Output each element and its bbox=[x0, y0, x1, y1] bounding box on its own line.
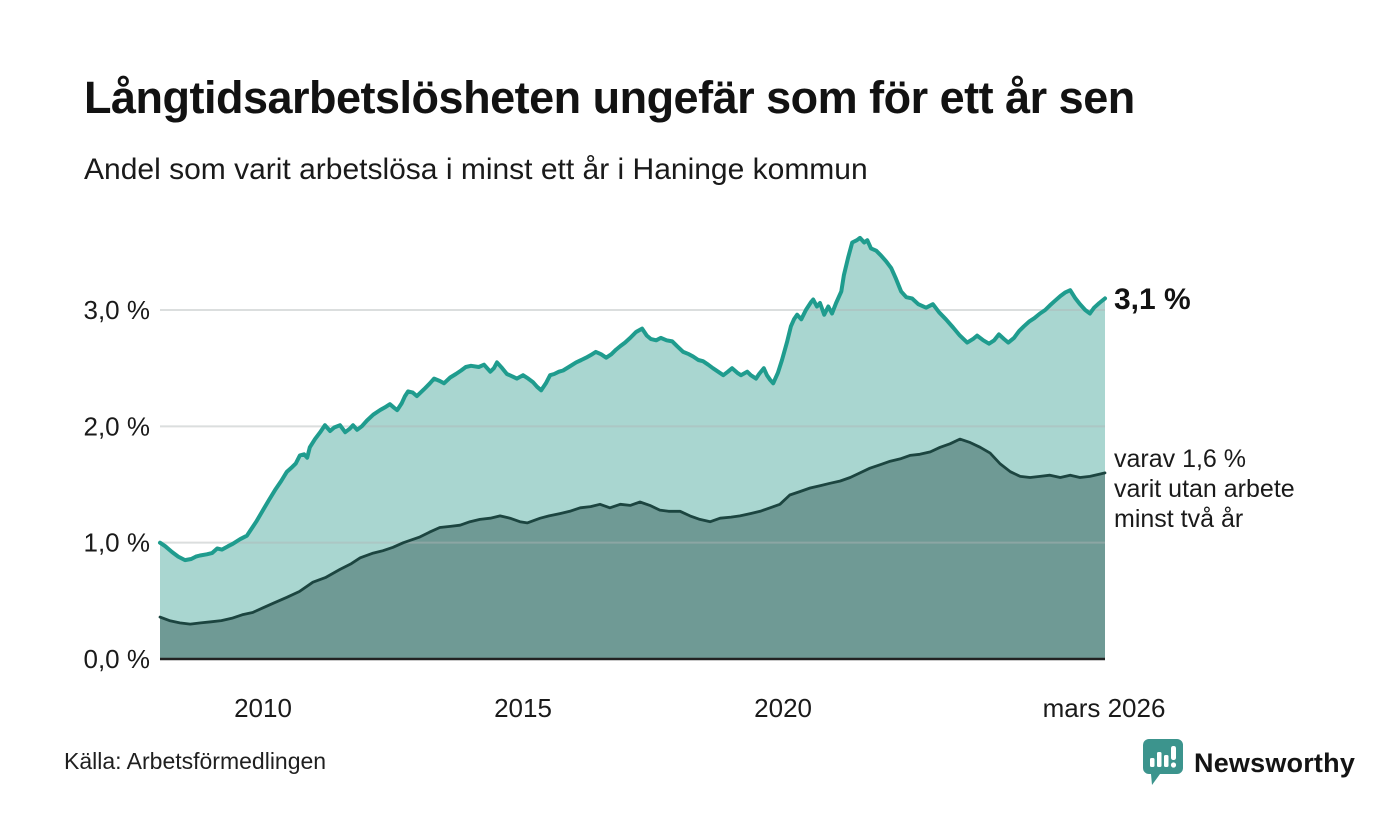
newsworthy-logo: Newsworthy bbox=[1142, 738, 1355, 788]
annotation-line-3: minst två år bbox=[1114, 505, 1244, 533]
x-tick-label: mars 2026 bbox=[1043, 693, 1166, 723]
page-subtitle: Andel som varit arbetslösa i minst ett å… bbox=[84, 153, 868, 186]
series-end-value-label: 3,1 % bbox=[1114, 283, 1191, 316]
y-tick-label: 1,0 % bbox=[84, 528, 151, 558]
y-tick-label: 2,0 % bbox=[84, 411, 151, 441]
annotation-line-2: varit utan arbete bbox=[1114, 475, 1295, 503]
annotation-line-1: varav 1,6 % bbox=[1114, 445, 1247, 473]
series-annotation: varav 1,6 % varit utan arbete minst två … bbox=[1114, 444, 1295, 534]
x-tick-label: 2015 bbox=[494, 693, 552, 723]
y-tick-label: 0,0 % bbox=[84, 644, 151, 674]
newsworthy-wordmark: Newsworthy bbox=[1194, 747, 1356, 778]
y-tick-label: 3,0 % bbox=[84, 295, 151, 325]
newsworthy-bubble-chart-icon bbox=[1143, 739, 1183, 785]
source-note: Källa: Arbetsförmedlingen bbox=[64, 748, 327, 774]
x-tick-label: 2020 bbox=[754, 693, 812, 723]
series-area-two-years bbox=[160, 439, 1105, 659]
series-line-total bbox=[158, 235, 1107, 563]
series-line-two-years bbox=[158, 437, 1107, 626]
page-title: Långtidsarbetslösheten ungefär som för e… bbox=[84, 72, 1135, 123]
x-tick-label: 2010 bbox=[234, 693, 292, 723]
